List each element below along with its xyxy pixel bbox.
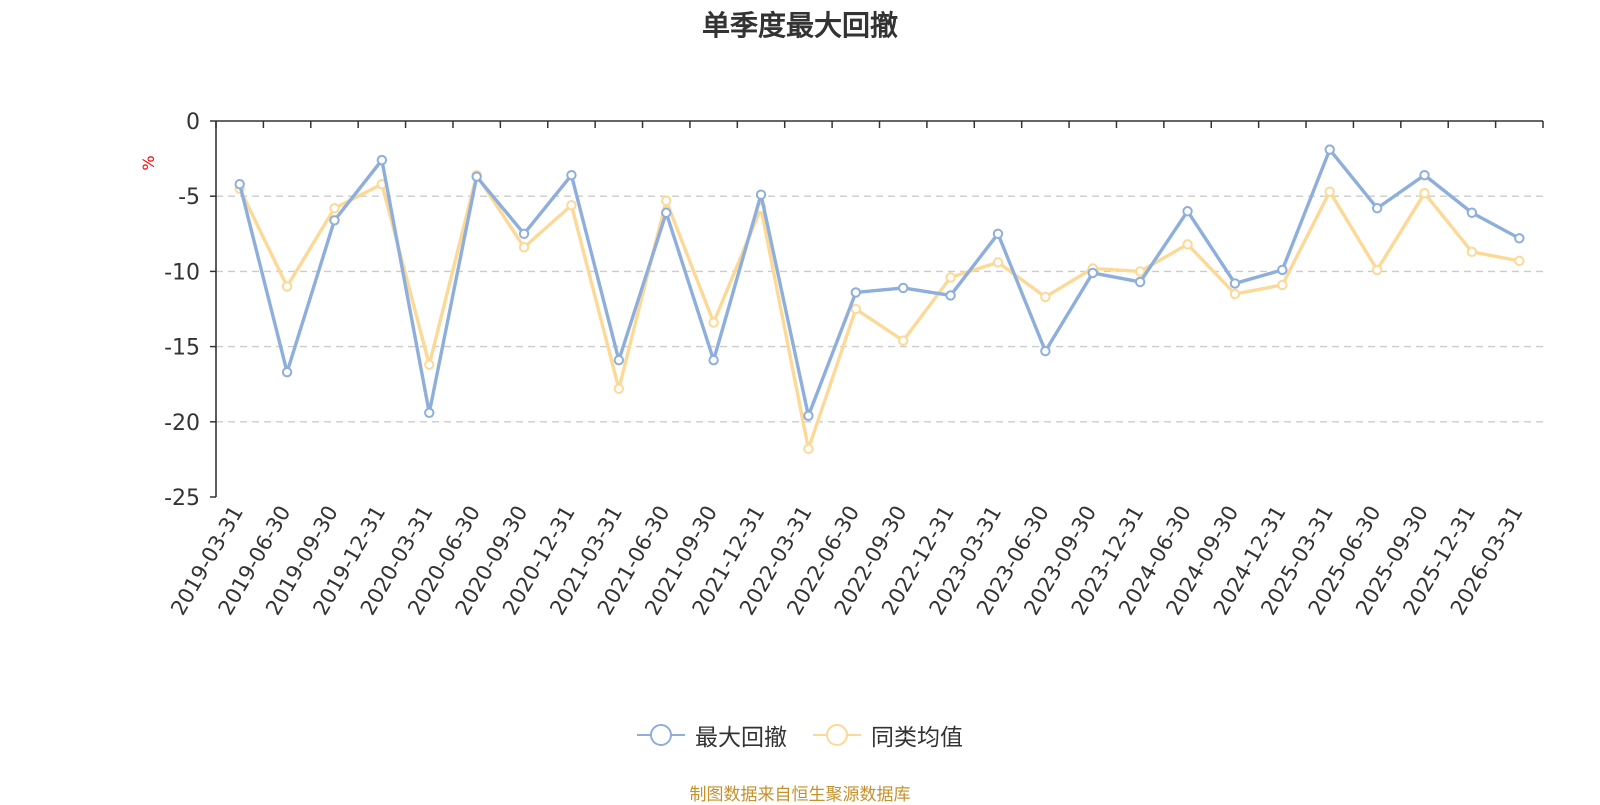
y-tick-label: -20 [164,411,200,436]
data-point[interactable] [1040,291,1051,303]
data-point[interactable] [945,290,956,301]
data-point[interactable] [1040,345,1051,357]
y-tick-label: -15 [164,336,200,361]
data-point[interactable] [471,171,482,182]
y-tick-label: -5 [178,185,200,210]
data-point[interactable] [661,207,672,218]
y-axis-unit-label: % [139,155,158,170]
data-point[interactable] [1419,169,1430,181]
data-point[interactable] [897,335,909,346]
data-point[interactable] [708,354,719,366]
data-point[interactable] [1182,239,1193,250]
series-2 [234,169,1525,455]
data-point[interactable] [1182,206,1193,217]
legend-marker-series-2 [813,724,861,746]
data-point[interactable] [376,154,388,166]
data-point[interactable] [1229,288,1241,300]
legend-label-series-2: 同类均值 [871,725,963,751]
legend-item-series-2[interactable]: 同类均值 [813,718,963,752]
data-point[interactable] [1324,186,1335,197]
data-point[interactable] [992,228,1004,240]
y-tick-labels: 0 -5 -10 -15 -20 -25 [164,110,200,511]
legend-marker-series-1 [637,724,685,746]
data-point[interactable] [1371,264,1383,276]
data-point[interactable] [708,317,719,328]
data-point[interactable] [992,257,1004,268]
data-point[interactable] [1419,187,1430,199]
series-1 [234,144,1525,421]
data-point[interactable] [1466,246,1478,258]
data-point[interactable] [1277,264,1288,276]
data-point[interactable] [1371,203,1383,214]
y-tick-label: -10 [164,260,200,285]
data-point[interactable] [1229,278,1241,289]
data-point[interactable] [613,383,625,394]
data-point[interactable] [1514,233,1525,244]
data-point[interactable] [281,281,293,292]
data-point[interactable] [424,407,435,418]
source-note: 制图数据来自恒生聚源数据库 [689,785,911,805]
data-point[interactable] [566,169,577,181]
data-point[interactable] [1514,255,1525,267]
data-point[interactable] [518,228,530,240]
y-tick-label: -25 [164,486,200,511]
y-tick-label: 0 [186,110,200,135]
data-point[interactable] [1324,144,1335,155]
data-point[interactable] [1277,279,1288,291]
series-line-2 [238,173,1520,451]
data-point[interactable] [803,410,814,421]
data-point[interactable] [613,354,625,366]
series-lines [234,144,1525,455]
data-point[interactable] [1087,267,1098,279]
chart-title: 单季度最大回撤 [701,9,898,42]
data-point[interactable] [1134,276,1146,288]
data-point[interactable] [850,287,862,298]
data-point[interactable] [1466,207,1478,218]
series-line-1 [238,147,1521,418]
data-point[interactable] [897,282,909,294]
data-point[interactable] [850,303,862,315]
legend-label-series-1: 最大回撤 [695,725,787,751]
legend: 最大回撤 同类均值 [0,718,1600,752]
x-tick-labels: 2019-03-312019-06-302019-09-302019-12-31… [166,501,1527,619]
data-point[interactable] [329,215,340,226]
data-point[interactable] [945,272,956,283]
axes [210,120,1544,498]
data-point[interactable] [566,200,577,211]
legend-item-series-1[interactable]: 最大回撤 [637,718,787,752]
data-point[interactable] [661,195,672,206]
data-point[interactable] [424,359,435,370]
data-point[interactable] [329,203,340,214]
data-point[interactable] [755,189,767,200]
data-point[interactable] [803,443,814,455]
data-point[interactable] [518,242,530,253]
data-point[interactable] [234,178,245,190]
data-point[interactable] [281,366,293,378]
gridlines [216,195,1543,423]
data-point[interactable] [1134,266,1146,277]
